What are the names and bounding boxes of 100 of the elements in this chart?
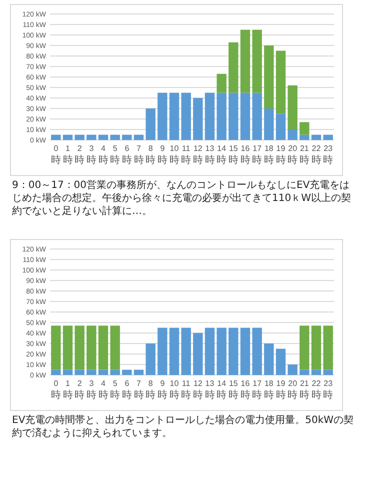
bar <box>158 92 168 140</box>
x-tick-label: 21時 <box>299 379 310 401</box>
bar <box>51 134 61 140</box>
x-tick-label: 12時 <box>192 379 203 401</box>
bar <box>122 370 132 375</box>
bar <box>98 370 108 375</box>
bar <box>51 370 61 375</box>
bar <box>264 46 274 108</box>
bar <box>311 134 322 140</box>
bar <box>169 92 180 140</box>
bar <box>122 134 132 140</box>
bar <box>158 328 168 375</box>
bar <box>228 328 238 375</box>
bar <box>216 92 226 140</box>
bar <box>74 326 84 370</box>
text: EV充電の時間帯と、出力をコントロールした場合の電力使用量。50kWの契約で済むように抑えられています。 <box>12 414 355 441</box>
bar <box>62 326 73 370</box>
x-tick-label: 9時 <box>157 379 168 401</box>
bar <box>252 92 262 140</box>
bar <box>134 134 144 140</box>
text: 9：00～17：00営業の事務所が、なんのコントロールもなしにEV充電をはじめた場合の想定。午後から徐々に充電の必要が出てきて110ｋW以上の契約でないと足りない計算に…。 <box>12 179 352 219</box>
bar <box>228 92 238 140</box>
x-tick-label: 1時 <box>62 379 73 401</box>
bar <box>288 130 298 140</box>
x-tick-label: 11時 <box>181 379 192 401</box>
x-tick-label: 7時 <box>134 144 144 166</box>
bar <box>204 92 215 140</box>
x-tick-label: 15時 <box>228 379 238 401</box>
bar <box>216 74 226 93</box>
bar <box>169 328 180 375</box>
x-tick-label: 8時 <box>146 144 156 166</box>
bar <box>193 98 203 140</box>
x-tick-label: 4時 <box>98 379 108 401</box>
x-tick-label: 7時 <box>134 379 144 401</box>
bar <box>300 122 310 135</box>
bar <box>323 134 333 140</box>
x-tick-label: 19時 <box>276 379 286 401</box>
bar <box>62 134 73 140</box>
x-tick-label: 11時 <box>181 144 192 166</box>
bar <box>311 326 322 370</box>
bar <box>288 85 298 130</box>
bar <box>110 326 120 370</box>
x-tick-label: 4時 <box>98 144 108 166</box>
bar <box>98 134 108 140</box>
bar <box>204 328 215 375</box>
bar <box>146 344 156 375</box>
x-tick-label: 5時 <box>110 379 120 401</box>
x-tick-label: 16時 <box>240 144 250 166</box>
x-tick-label: 21時 <box>299 144 310 166</box>
x-tick-label: 0時 <box>50 144 61 166</box>
x-tick-label: 18時 <box>264 144 274 166</box>
x-tick-label: 0時 <box>50 379 61 401</box>
x-tick-label: 22時 <box>311 144 322 166</box>
x-tick-label: 13時 <box>204 379 215 401</box>
x-tick-label: 23時 <box>323 379 334 401</box>
bar <box>240 30 250 93</box>
x-tick-label: 5時 <box>110 144 120 166</box>
bar <box>252 30 262 93</box>
x-tick-label: 1時 <box>62 144 73 166</box>
bar <box>62 370 73 375</box>
x-tick-label: 13時 <box>204 144 215 166</box>
bar <box>51 326 61 370</box>
bar <box>193 333 203 375</box>
bar <box>288 364 298 375</box>
x-tick-label: 9時 <box>157 144 168 166</box>
bar <box>323 326 333 370</box>
bar <box>134 370 144 375</box>
bar <box>86 326 96 370</box>
bar <box>240 328 250 375</box>
bar <box>216 328 226 375</box>
x-tick-label: 20時 <box>288 379 298 401</box>
x-tick-label: 14時 <box>216 144 227 166</box>
bar <box>276 114 286 140</box>
bar <box>300 326 310 370</box>
bar <box>276 348 286 375</box>
bar <box>74 370 84 375</box>
bar <box>86 370 96 375</box>
bar <box>300 134 310 140</box>
x-tick-label: 22時 <box>311 379 322 401</box>
x-tick-label: 2時 <box>74 379 85 401</box>
bar <box>181 92 191 140</box>
x-tick-label: 2時 <box>74 144 85 166</box>
x-tick-label: 17時 <box>252 379 262 401</box>
x-tick-label: 6時 <box>122 144 132 166</box>
bar <box>146 108 156 140</box>
x-tick-label: 6時 <box>122 379 132 401</box>
x-tick-label: 17時 <box>252 144 262 166</box>
x-tick-label: 15時 <box>228 144 238 166</box>
x-tick-label: 20時 <box>288 144 298 166</box>
bar <box>323 370 333 375</box>
bar <box>74 134 84 140</box>
x-tick-label: 14時 <box>216 379 227 401</box>
x-tick-label: 19時 <box>276 144 286 166</box>
bar <box>252 328 262 375</box>
bar <box>300 370 310 375</box>
x-tick-label: 16時 <box>240 379 250 401</box>
x-tick-label: 23時 <box>323 144 334 166</box>
bar <box>264 344 274 375</box>
bar <box>228 42 238 93</box>
bar <box>181 328 191 375</box>
